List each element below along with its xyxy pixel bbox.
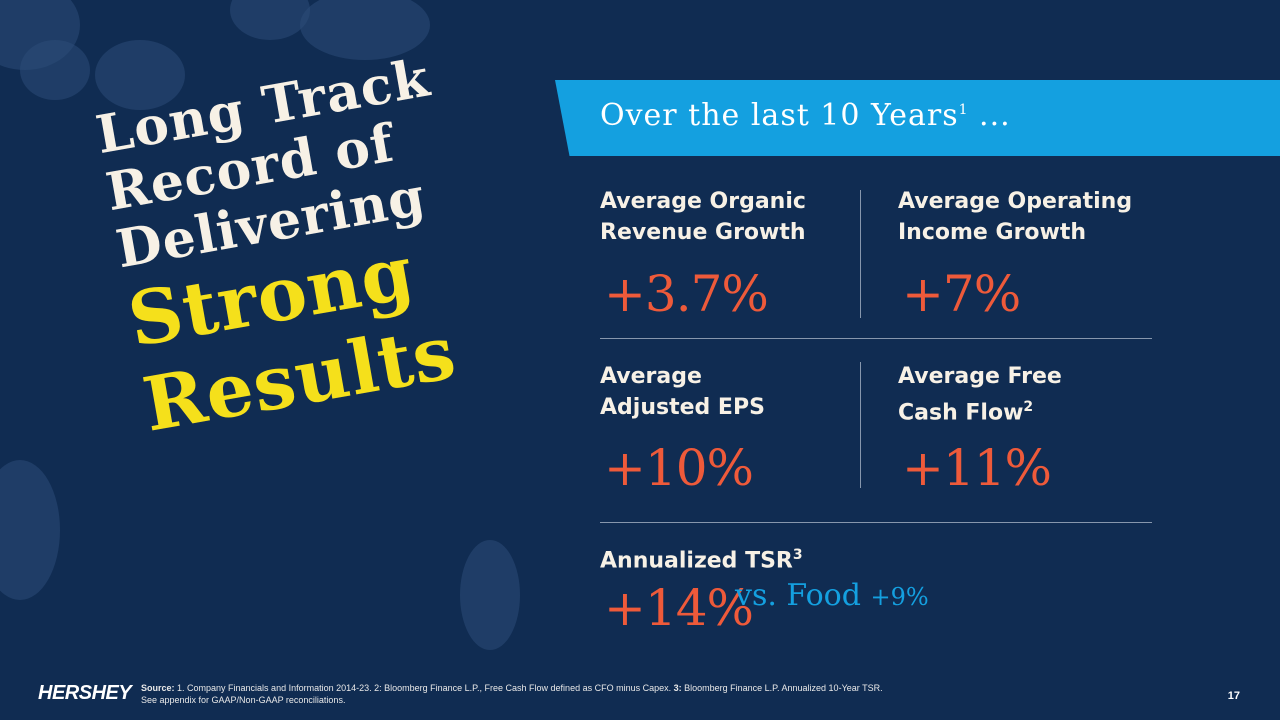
section-banner [555, 80, 1280, 156]
metric-value-adjusted-eps: +10% [604, 439, 754, 497]
metric-label-annualized-tsr: Annualized TSR3 [600, 547, 803, 574]
metric-label-organic-revenue: Average Organic Revenue Growth [600, 189, 806, 245]
decorative-blob [460, 540, 520, 650]
metric-value-organic-revenue: +3.7% [604, 265, 769, 323]
company-logo: HERSHEY [38, 682, 132, 704]
footnote-marker: 2 [1023, 399, 1034, 415]
metric-label-free-cash-flow: Average Free Cash Flow2 [898, 364, 1062, 426]
row-divider [600, 522, 1152, 523]
decorative-blob [0, 460, 60, 600]
metric-label-operating-income: Average Operating Income Growth [898, 189, 1133, 245]
source-footnote: Source: 1. Company Financials and Inform… [141, 683, 883, 705]
decorative-blob [95, 40, 185, 110]
row-divider [600, 338, 1152, 339]
metric-value-free-cash-flow: +11% [902, 439, 1052, 497]
footnote-marker: 1 [958, 102, 969, 118]
decorative-blob [20, 40, 90, 100]
banner-title: Over the last 10 Years1 ... [600, 98, 1011, 133]
metric-label-adjusted-eps: Average Adjusted EPS [600, 364, 765, 420]
decorative-blob [300, 0, 430, 60]
decorative-blob [230, 0, 310, 40]
tsr-comparison: vs. Food +9% [735, 578, 929, 613]
metric-value-operating-income: +7% [902, 265, 1021, 323]
footnote-marker: 3 [792, 547, 803, 563]
column-divider [860, 190, 861, 318]
column-divider [860, 362, 861, 488]
headline: Long Track Record of Delivering Strong R… [92, 35, 566, 449]
metric-value-annualized-tsr: +14% [604, 579, 754, 637]
page-number: 17 [1227, 690, 1240, 702]
